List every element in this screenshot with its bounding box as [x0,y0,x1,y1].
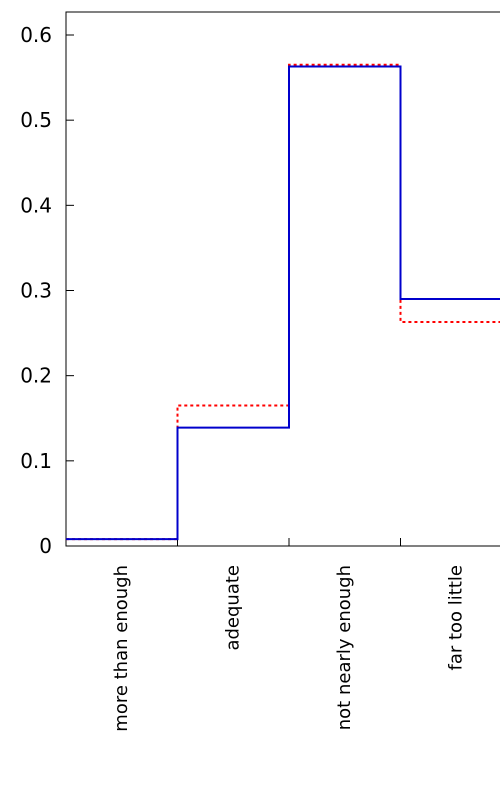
y-tick-label: 0 [39,534,52,558]
series-line-1 [66,65,500,541]
y-tick-label: 0.2 [20,364,52,388]
series-line-0 [66,63,500,541]
x-category-label: adequate [222,565,243,651]
x-axis: more than enough adequate not nearly enoug… [111,538,466,732]
y-tick-label: 0.1 [20,449,52,473]
y-tick-label: 0.4 [20,193,52,217]
x-category-label: more than enough [111,565,132,732]
y-tick-label: 0.3 [20,279,52,303]
x-category-label: far too little [445,565,466,671]
plot-frame [65,11,500,547]
y-tick-label: 0.6 [20,23,52,47]
y-axis: 0 0.1 0.2 0.3 0.4 0.5 0.6 [20,23,74,558]
y-tick-label: 0.5 [20,108,52,132]
x-category-label: not nearly enough [334,565,355,730]
series-layer [66,63,500,541]
